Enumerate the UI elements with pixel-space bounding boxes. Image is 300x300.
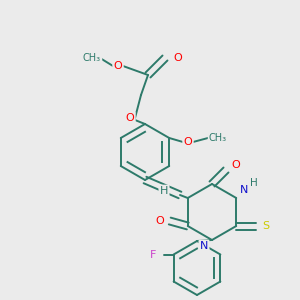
Text: O: O — [126, 113, 134, 123]
Text: H: H — [160, 186, 168, 196]
Text: N: N — [240, 185, 248, 195]
Text: H: H — [250, 178, 258, 188]
Text: O: O — [184, 137, 192, 147]
Text: CH₃: CH₃ — [209, 133, 227, 143]
Text: CH₃: CH₃ — [83, 53, 101, 63]
Text: S: S — [263, 221, 270, 231]
Text: O: O — [174, 53, 182, 63]
Text: O: O — [232, 160, 240, 170]
Text: N: N — [200, 241, 208, 251]
Text: O: O — [155, 216, 164, 226]
Text: O: O — [114, 61, 122, 71]
Text: F: F — [149, 250, 156, 260]
